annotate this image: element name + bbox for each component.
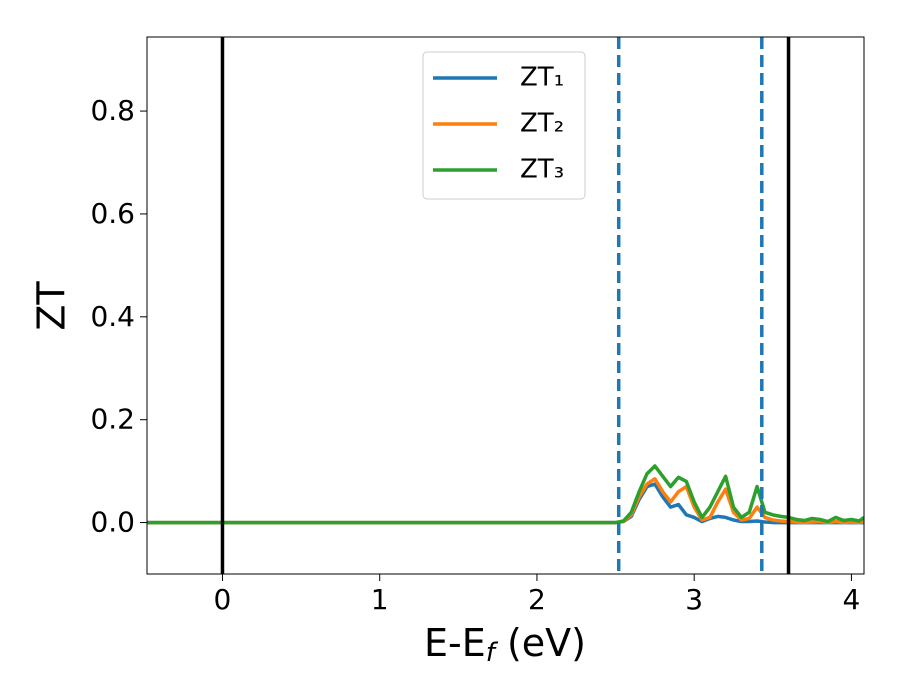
x-tick-label: 3 — [685, 583, 703, 616]
x-label-main: E-E — [424, 621, 486, 665]
legend-label: ZT₃ — [520, 155, 564, 185]
legend-label: ZT₁ — [520, 63, 564, 93]
series-line — [147, 464, 864, 525]
y-tick-label: 0.0 — [90, 506, 135, 539]
y-tick-label: 0.8 — [90, 94, 135, 127]
x-tick-label: 1 — [371, 583, 389, 616]
y-tick-label: 0.6 — [90, 197, 135, 230]
x-tick-label: 0 — [214, 583, 232, 616]
legend-label: ZT₂ — [520, 109, 564, 139]
plot-area — [147, 37, 864, 574]
x-label-unit: (eV) — [495, 621, 586, 665]
axes-frame — [146, 36, 865, 575]
y-tick-label: 0.4 — [90, 300, 135, 333]
x-axis-label: E-Ef (eV) — [424, 621, 586, 668]
y-tick-label: 0.2 — [90, 403, 135, 436]
legend-box — [422, 51, 586, 200]
x-tick-label: 4 — [843, 583, 861, 616]
legend: ZT₁ ZT₂ ZT₃ — [422, 51, 586, 200]
x-tick-label: 2 — [528, 583, 546, 616]
y-axis-label: ZT — [30, 281, 74, 331]
